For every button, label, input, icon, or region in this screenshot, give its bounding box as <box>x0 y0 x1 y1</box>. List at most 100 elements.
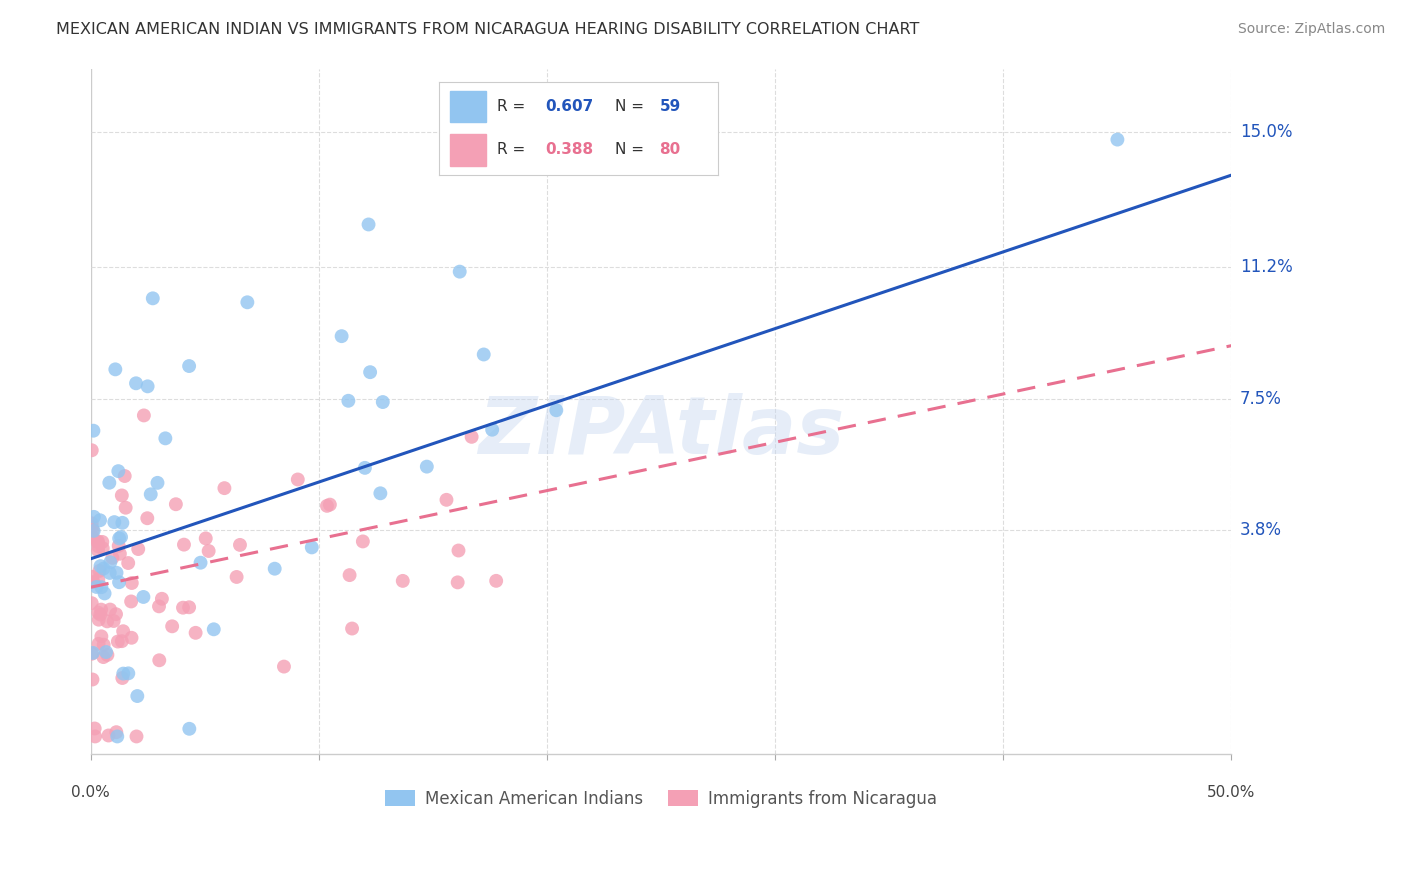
Text: Source: ZipAtlas.com: Source: ZipAtlas.com <box>1237 22 1385 37</box>
Point <box>485 574 508 588</box>
Point <box>98 602 121 616</box>
Point <box>105 566 128 580</box>
Point <box>111 488 134 502</box>
Point <box>87 606 110 620</box>
Point <box>121 631 143 645</box>
Point <box>87 613 110 627</box>
Point <box>87 534 110 549</box>
Point <box>114 500 136 515</box>
Point <box>90 580 112 594</box>
Point <box>190 556 212 570</box>
Point <box>125 730 148 744</box>
Point <box>110 530 132 544</box>
Point <box>449 265 471 279</box>
Point <box>87 637 110 651</box>
Point <box>142 291 165 305</box>
Point <box>111 516 134 530</box>
Point <box>229 538 252 552</box>
Point <box>103 515 125 529</box>
Point <box>146 475 169 490</box>
Text: 0.0%: 0.0% <box>72 785 110 800</box>
Point <box>354 461 377 475</box>
Point <box>98 475 121 490</box>
Point <box>87 540 110 554</box>
Point <box>86 534 108 549</box>
Point <box>83 524 105 538</box>
Point <box>93 561 115 575</box>
Point <box>111 634 134 648</box>
Point <box>91 535 114 549</box>
Point <box>447 543 470 558</box>
Point <box>127 542 149 557</box>
Text: MEXICAN AMERICAN INDIAN VS IMMIGRANTS FROM NICARAGUA HEARING DISABILITY CORRELAT: MEXICAN AMERICAN INDIAN VS IMMIGRANTS FR… <box>56 22 920 37</box>
Point <box>89 513 111 527</box>
Point <box>87 543 110 558</box>
Point <box>82 530 104 544</box>
Point <box>179 600 201 615</box>
Point <box>107 634 129 648</box>
Point <box>132 409 155 423</box>
Point <box>93 650 115 665</box>
Point <box>370 486 392 500</box>
Point <box>340 622 363 636</box>
Point <box>339 568 361 582</box>
Point <box>107 539 129 553</box>
Point <box>94 645 117 659</box>
Point <box>93 586 115 600</box>
Point <box>83 722 105 736</box>
Legend: Mexican American Indians, Immigrants from Nicaragua: Mexican American Indians, Immigrants fro… <box>378 783 943 814</box>
Point <box>117 666 139 681</box>
Point <box>352 534 374 549</box>
Point <box>357 218 380 232</box>
Point <box>165 497 187 511</box>
Point <box>108 575 131 590</box>
Text: 3.8%: 3.8% <box>1240 522 1282 540</box>
Point <box>371 395 394 409</box>
Point <box>93 638 115 652</box>
Point <box>179 722 201 736</box>
Point <box>287 473 309 487</box>
Point <box>330 329 353 343</box>
Point <box>316 499 339 513</box>
Point <box>202 622 225 636</box>
Point <box>225 570 247 584</box>
Point <box>112 666 135 681</box>
Point <box>111 671 134 685</box>
Point <box>84 730 107 744</box>
Point <box>481 423 503 437</box>
Point <box>87 572 110 586</box>
Point <box>214 481 236 495</box>
Point <box>105 730 128 744</box>
Text: 50.0%: 50.0% <box>1208 785 1256 800</box>
Point <box>301 541 323 555</box>
Text: 15.0%: 15.0% <box>1240 123 1292 142</box>
Point <box>89 607 111 622</box>
Point <box>359 365 381 379</box>
Point <box>80 596 103 610</box>
Point <box>86 580 108 594</box>
Point <box>105 607 128 622</box>
Point <box>172 600 194 615</box>
Point <box>80 520 103 534</box>
Point <box>337 393 360 408</box>
Point <box>263 562 285 576</box>
Point <box>150 591 173 606</box>
Point <box>96 648 118 662</box>
Point <box>173 538 195 552</box>
Point <box>436 492 458 507</box>
Point <box>89 564 111 578</box>
Point <box>416 459 439 474</box>
Point <box>546 403 568 417</box>
Point <box>80 516 103 531</box>
Point <box>184 625 207 640</box>
Point <box>82 575 104 590</box>
Point <box>120 594 142 608</box>
Point <box>107 464 129 478</box>
Point <box>82 673 104 687</box>
Point <box>108 532 131 546</box>
Point <box>121 576 143 591</box>
Point <box>83 509 105 524</box>
Point <box>460 430 482 444</box>
Point <box>125 376 148 391</box>
Point <box>132 590 155 604</box>
